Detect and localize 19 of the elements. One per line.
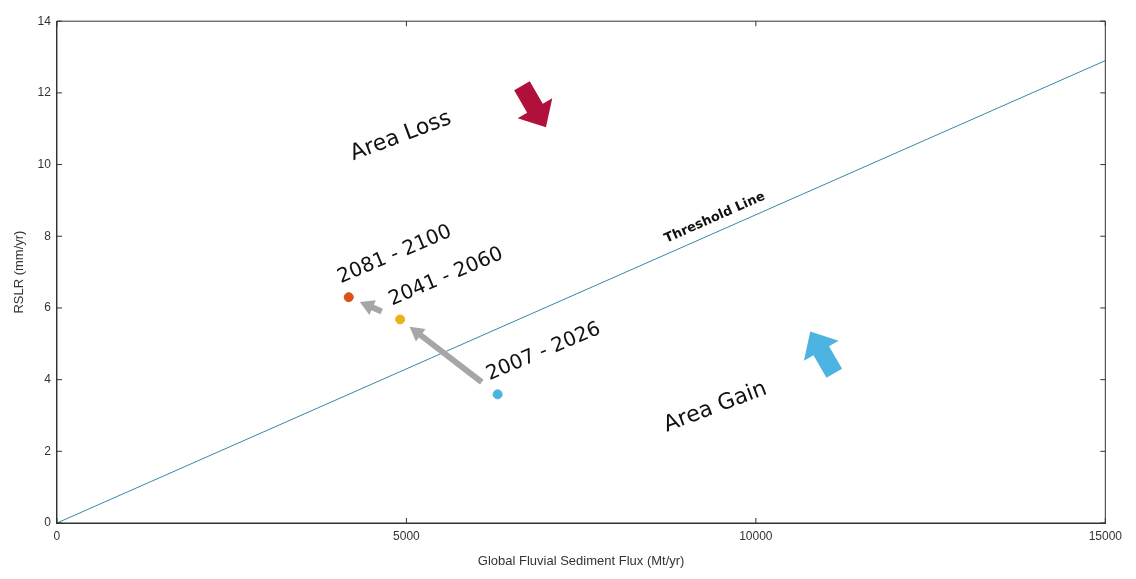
point <box>343 292 354 303</box>
annotation: 2007 - 2026 <box>482 315 604 385</box>
y-tick-label: 2 <box>44 443 52 458</box>
y-tick-label: 4 <box>44 371 52 386</box>
y-axis-title: RSLR (mm/yr) <box>11 230 27 314</box>
y-tick-label: 10 <box>37 156 52 171</box>
x-tick-label: 15000 <box>1088 528 1123 543</box>
x-tick-label: 5000 <box>393 528 421 543</box>
annotation: Area Loss <box>346 104 455 165</box>
annotation: Area Gain <box>659 374 770 437</box>
y-tick-label: 0 <box>44 515 52 530</box>
point <box>492 389 503 400</box>
y-tick-label: 12 <box>37 85 52 100</box>
point <box>395 314 406 325</box>
y-tick-label: 14 <box>37 13 52 28</box>
x-axis-title: Global Fluvial Sediment Flux (Mt/yr) <box>477 552 685 568</box>
x-tick-label: 10000 <box>739 528 773 543</box>
y-tick-label: 8 <box>44 228 52 243</box>
y-tick-label: 6 <box>44 300 52 315</box>
